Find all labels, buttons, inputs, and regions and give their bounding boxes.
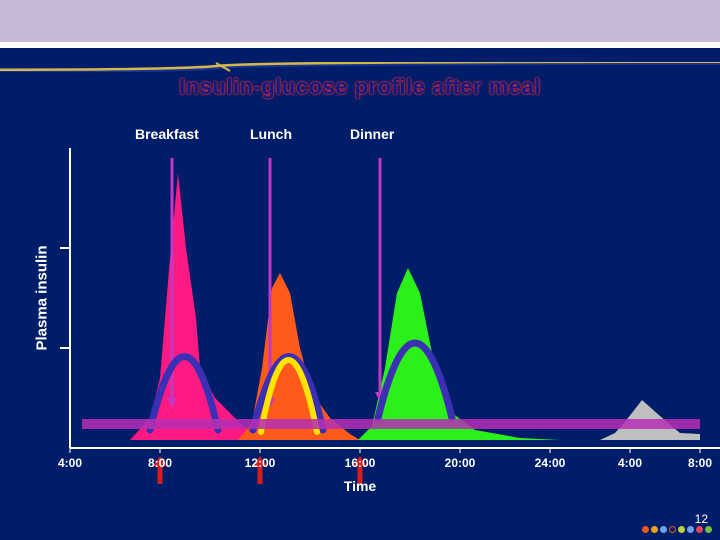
footer-dot <box>669 526 676 533</box>
header-lavender-band <box>0 0 720 42</box>
footer-dot <box>651 526 658 533</box>
dinner-peak <box>358 268 560 440</box>
meal-label: Breakfast <box>135 126 199 142</box>
x-tick-label: 8:00 <box>148 456 172 470</box>
breakfast-peak <box>130 173 262 440</box>
meal-label: Lunch <box>250 126 292 142</box>
x-axis-title: Time <box>0 478 720 494</box>
footer-dots <box>640 520 712 538</box>
x-tick-label: 16:00 <box>345 456 376 470</box>
header-gold-line <box>0 62 720 72</box>
x-tick-label: 8:00 <box>688 456 712 470</box>
chart-svg <box>0 118 720 498</box>
footer-dot <box>696 526 703 533</box>
chart-area: Plasma insulin BreakfastLunchDinner 4:00… <box>0 118 720 498</box>
slide-title: Insulin-glucose profile after meal <box>0 74 720 100</box>
meal-label: Dinner <box>350 126 394 142</box>
x-tick-label: 12:00 <box>245 456 276 470</box>
x-tick-label: 20:00 <box>445 456 476 470</box>
footer-dot <box>687 526 694 533</box>
x-tick-label: 4:00 <box>58 456 82 470</box>
x-tick-label: 24:00 <box>535 456 566 470</box>
header-navy-band <box>0 48 720 62</box>
footer-dot <box>642 526 649 533</box>
footer-dot <box>660 526 667 533</box>
x-tick-label: 4:00 <box>618 456 642 470</box>
footer-dot <box>705 526 712 533</box>
footer-dot <box>678 526 685 533</box>
